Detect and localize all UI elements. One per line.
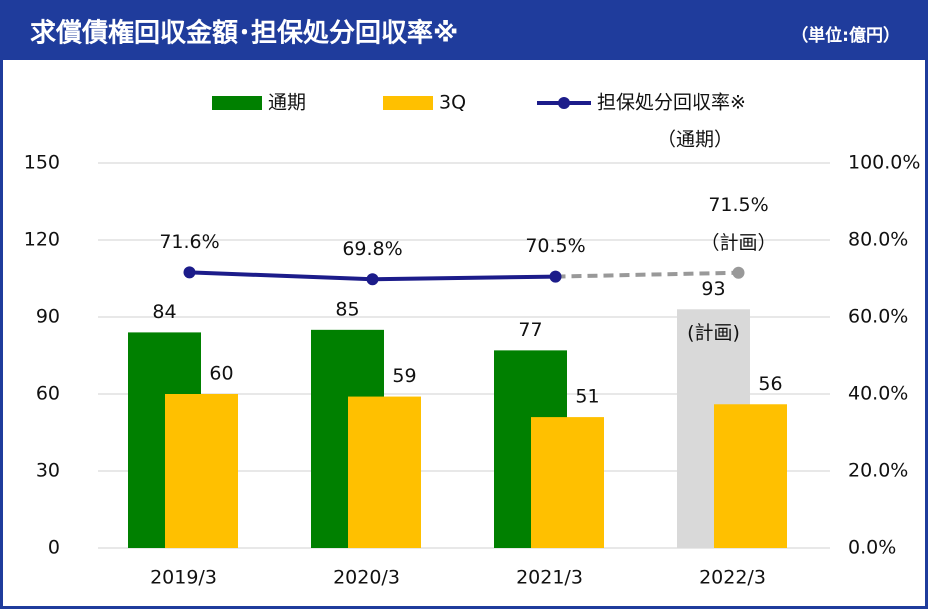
y-tick-label: 150 (24, 152, 60, 174)
data-label: 71.5% (708, 194, 768, 216)
legend-label: 3Q (439, 92, 466, 114)
y2-tick-label: 0.0% (848, 537, 896, 559)
y2-tick-label: 80.0% (848, 229, 908, 251)
data-label: 51 (575, 386, 599, 408)
y2-tick-label: 20.0% (848, 460, 908, 482)
data-label: 71.6% (159, 231, 219, 253)
bar (165, 394, 238, 548)
y2-tick-label: 40.0% (848, 383, 908, 405)
legend-label: 通期 (268, 92, 306, 114)
x-tick-label: 2022/3 (699, 567, 766, 589)
chart-title: 求償債権回収金額･担保処分回収率※ (30, 18, 458, 49)
line-marker (732, 266, 745, 279)
y-tick-label: 0 (48, 537, 60, 559)
y-tick-label: 90 (36, 306, 60, 328)
data-label: 59 (392, 365, 416, 387)
data-label: 93 (701, 278, 725, 300)
bar (348, 396, 421, 548)
data-label: 70.5% (525, 235, 585, 257)
header (0, 0, 928, 60)
y-tick-label: 30 (36, 460, 60, 482)
line-marker (549, 270, 562, 283)
legend-label: 担保処分回収率※ (597, 92, 746, 114)
forecast-line (555, 270, 739, 279)
legend-note: （通期） (657, 129, 733, 151)
y2-tick-label: 100.0% (848, 152, 920, 174)
data-label: 69.8% (342, 238, 402, 260)
unit-label: （単位:億円） (791, 25, 900, 46)
bar (531, 417, 604, 548)
legend-swatch (383, 96, 433, 110)
annotation: (計画) (687, 322, 740, 344)
legend-marker (558, 97, 570, 109)
data-label: 56 (758, 373, 782, 395)
bar (714, 404, 787, 548)
x-tick-label: 2020/3 (333, 567, 400, 589)
y-tick-label: 120 (24, 229, 60, 251)
data-label: 77 (518, 319, 542, 341)
x-tick-label: 2021/3 (516, 567, 583, 589)
y2-tick-label: 60.0% (848, 306, 908, 328)
x-tick-label: 2019/3 (150, 567, 217, 589)
annotation: （計画） (700, 232, 776, 254)
data-label: 84 (152, 301, 176, 323)
line-marker (366, 273, 379, 286)
y-tick-label: 60 (36, 383, 60, 405)
legend-swatch (212, 96, 262, 110)
data-label: 85 (335, 298, 359, 320)
line-marker (183, 266, 196, 279)
data-label: 60 (209, 363, 233, 385)
